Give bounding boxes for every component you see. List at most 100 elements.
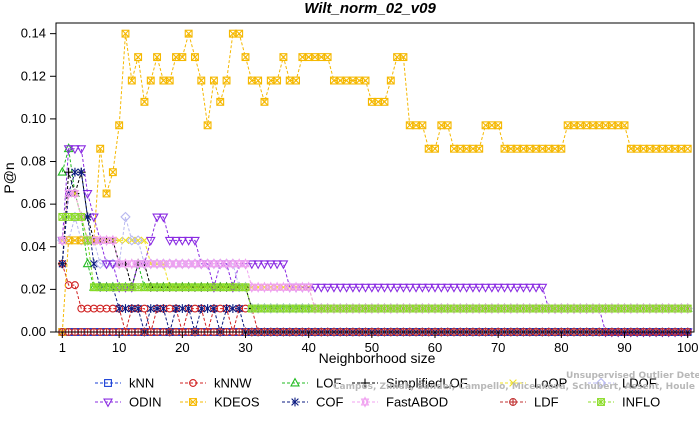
- data-point: [272, 281, 282, 293]
- data-point: [532, 304, 541, 313]
- data-point: [197, 258, 206, 270]
- data-point: [329, 283, 339, 293]
- data-point: [152, 213, 162, 223]
- x-tick-label: 1: [59, 340, 66, 355]
- data-point: [291, 281, 301, 293]
- data-point: [152, 258, 162, 270]
- data-point: [254, 283, 262, 292]
- legend-marker: [290, 377, 300, 387]
- x-tick-label: 20: [175, 340, 189, 355]
- data-point: [171, 236, 181, 246]
- y-tick-label: 0.10: [21, 111, 46, 126]
- data-point: [115, 304, 123, 313]
- data-point: [203, 258, 212, 270]
- x-tick-label: 10: [112, 340, 126, 355]
- data-point: [183, 236, 194, 246]
- data-point: [215, 258, 225, 270]
- legend-label: KDEOS: [214, 395, 260, 410]
- data-point: [380, 97, 389, 106]
- data-point: [538, 144, 547, 153]
- data-point: [64, 187, 73, 200]
- data-point: [121, 236, 130, 245]
- legend-entry-knnw: kNNW: [180, 376, 252, 391]
- data-point: [442, 283, 453, 293]
- legend-entry-ldof: LDOF: [588, 376, 657, 391]
- data-point: [95, 234, 105, 247]
- data-point: [404, 283, 415, 293]
- data-point: [335, 283, 346, 293]
- data-point: [285, 304, 294, 313]
- data-point: [222, 304, 231, 313]
- data-point: [455, 283, 466, 293]
- data-point: [128, 304, 136, 313]
- data-point: [393, 304, 402, 313]
- data-point: [115, 121, 124, 130]
- y-tick-label: 0.06: [21, 196, 46, 211]
- series-fastabod: [58, 187, 692, 315]
- data-point: [431, 144, 439, 153]
- legend-label: LoOP: [534, 376, 567, 391]
- data-point: [298, 281, 307, 293]
- data-point: [475, 144, 484, 153]
- data-point: [203, 121, 212, 130]
- chart-title: Wilt_norm_02_v09: [304, 0, 436, 17]
- data-point: [153, 53, 162, 62]
- data-point: [234, 258, 244, 270]
- series-kdeos: [58, 29, 692, 336]
- data-point: [379, 283, 390, 293]
- data-point: [159, 258, 168, 270]
- data-point: [132, 235, 144, 246]
- data-point: [570, 121, 578, 130]
- y-tick-label: 0.14: [21, 26, 46, 41]
- data-point: [683, 304, 692, 313]
- data-point: [133, 258, 143, 270]
- data-point: [424, 144, 433, 153]
- legend-entry-odin: ODIN: [95, 395, 162, 410]
- data-point: [486, 283, 497, 293]
- legend-entry-cof: COF: [282, 395, 344, 410]
- data-point: [82, 190, 93, 200]
- data-point: [108, 234, 118, 247]
- legend-entry-knn: kNN: [95, 376, 154, 391]
- legend-label: kNN: [129, 376, 154, 391]
- data-point: [102, 234, 111, 247]
- data-point: [90, 259, 98, 269]
- data-point: [107, 260, 118, 270]
- data-point: [316, 283, 327, 293]
- y-tick-label: 0.02: [21, 281, 46, 296]
- data-point: [360, 283, 371, 293]
- data-point: [323, 53, 332, 62]
- data-point: [71, 189, 79, 198]
- legend-label: LDOF: [622, 376, 657, 391]
- data-point: [178, 283, 187, 292]
- data-point: [216, 283, 225, 292]
- data-point: [683, 144, 692, 153]
- series-line: [61, 193, 688, 310]
- data-point: [70, 145, 80, 155]
- data-point: [115, 283, 124, 292]
- data-point: [292, 76, 300, 85]
- plot-area: [57, 29, 693, 338]
- x-tick-label: 60: [428, 340, 442, 355]
- legend-label: LDF: [534, 395, 559, 410]
- data-point: [279, 53, 288, 62]
- legend-entry-fastabod: FastABOD: [352, 395, 448, 410]
- data-point: [145, 236, 156, 246]
- series-knnw: [58, 259, 692, 336]
- data-point: [664, 304, 673, 313]
- data-point: [525, 304, 534, 313]
- data-point: [246, 260, 257, 270]
- data-point: [165, 76, 174, 85]
- data-point: [58, 212, 67, 221]
- data-point: [209, 76, 218, 85]
- series-line: [61, 193, 688, 310]
- data-point: [361, 76, 370, 85]
- data-point: [178, 53, 187, 62]
- data-point: [273, 304, 282, 313]
- data-point: [114, 258, 124, 270]
- data-point: [241, 53, 250, 62]
- legend-entry-lof: LOF: [282, 376, 341, 391]
- legend-marker: [104, 379, 112, 387]
- data-point: [480, 283, 491, 293]
- data-point: [494, 121, 503, 130]
